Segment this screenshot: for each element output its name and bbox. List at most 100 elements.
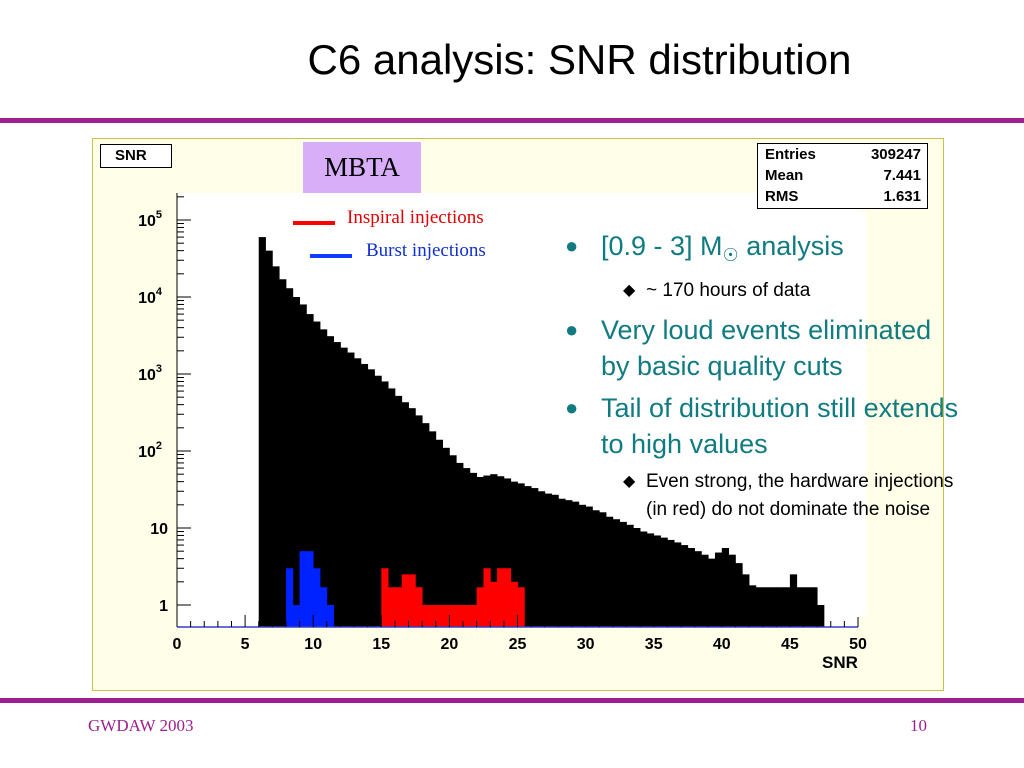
noise-bar: [776, 587, 784, 627]
noise-bar: [606, 516, 614, 627]
noise-bar: [401, 402, 409, 627]
mbta-label: MBTA: [303, 142, 421, 193]
x-tick-label: 30: [577, 636, 595, 653]
y-tick-label: 104: [138, 286, 163, 307]
histogram-title-box: SNR: [100, 144, 172, 168]
noise-bar: [565, 500, 573, 627]
noise-bar: [333, 342, 341, 627]
noise-bar: [285, 288, 294, 627]
bullet-list: ● [0.9 - 3] M☉ analysis ◆ ~ 170 hours of…: [565, 228, 960, 524]
noise-bar: [292, 297, 300, 627]
noise-bar: [497, 476, 505, 627]
stats-row-rms: RMS 1.631: [758, 186, 927, 207]
text-backdrop: [850, 212, 866, 617]
x-tick-label: 20: [441, 636, 459, 653]
legend-burst-swatch: [310, 254, 352, 258]
inspiral-bar: [510, 581, 518, 627]
noise-bar: [347, 352, 355, 627]
x-tick-label: 10: [304, 636, 322, 653]
noise-bar: [374, 375, 382, 627]
bullet-subitem-1: ◆ ~ 170 hours of data: [565, 277, 960, 305]
noise-bar: [476, 476, 484, 627]
noise-bar: [769, 587, 777, 627]
noise-bar: [680, 545, 689, 627]
x-tick-label: 25: [509, 636, 527, 653]
noise-bar: [551, 494, 559, 627]
noise-bar: [510, 481, 518, 627]
noise-bar: [789, 574, 798, 627]
noise-bar: [537, 491, 546, 627]
noise-bar: [817, 605, 825, 627]
noise-bar: [755, 587, 764, 627]
bullet-item-3-text: Tail of distribution still extends to hi…: [601, 393, 959, 459]
burst-bar: [313, 568, 321, 627]
noise-bar: [714, 552, 723, 627]
bullet-dot-icon: ●: [565, 233, 579, 258]
noise-bar: [742, 574, 750, 627]
noise-bar: [640, 531, 648, 627]
inspiral-bar: [490, 581, 498, 627]
noise-bar: [687, 547, 695, 627]
inspiral-bar: [401, 574, 409, 627]
noise-bar: [381, 381, 389, 627]
noise-bar: [558, 498, 566, 627]
noise-bar: [394, 395, 403, 627]
y-tick-label: 105: [138, 209, 162, 230]
x-axis-title: SNR: [822, 653, 858, 672]
noise-bar: [313, 321, 321, 627]
x-tick-label: 15: [372, 636, 390, 653]
footer-page-number: 10: [910, 716, 927, 735]
noise-bar: [435, 439, 443, 627]
stats-mean-label: Mean: [765, 167, 804, 184]
noise-bar: [442, 447, 450, 627]
noise-bar: [354, 358, 362, 627]
bullet-subitem-2: ◆ Even strong, the hardware injections (…: [565, 468, 960, 524]
noise-bar: [728, 554, 736, 627]
inspiral-bar: [449, 605, 457, 627]
inspiral-bar: [469, 605, 478, 627]
noise-bar: [279, 279, 287, 627]
noise-bar: [708, 558, 716, 627]
noise-bar: [653, 535, 661, 627]
noise-bar: [531, 488, 539, 627]
inspiral-bar: [463, 605, 471, 627]
noise-bar: [265, 250, 273, 627]
solar-mass-symbol: ☉: [722, 245, 739, 265]
stats-rms-value: 1.631: [883, 188, 921, 205]
inspiral-bar: [381, 568, 389, 627]
inspiral-bar: [422, 605, 430, 627]
bullet-subitem-1-text: ~ 170 hours of data: [646, 280, 811, 301]
noise-bar: [660, 537, 668, 627]
noise-bar: [340, 347, 348, 627]
stats-mean-value: 7.441: [883, 167, 921, 184]
inspiral-bar: [408, 574, 416, 627]
noise-bar: [320, 329, 328, 627]
bullet-dot-icon: ●: [565, 395, 579, 420]
x-tick-label: 35: [645, 636, 663, 653]
inspiral-bar: [415, 587, 423, 627]
noise-bar: [810, 587, 818, 627]
noise-bar: [415, 415, 423, 627]
inspiral-bar: [497, 568, 505, 627]
noise-bar: [490, 474, 498, 627]
burst-bar: [320, 587, 328, 627]
noise-bar: [674, 542, 682, 627]
noise-bar: [619, 521, 627, 627]
slide-title: C6 analysis: SNR distribution: [307, 36, 852, 83]
inspiral-bar: [517, 587, 525, 627]
noise-bar: [422, 423, 430, 627]
noise-bar: [483, 475, 491, 627]
inspiral-bar: [456, 605, 464, 627]
noise-bar: [599, 512, 607, 627]
noise-bar: [646, 533, 655, 627]
y-tick-label: 103: [138, 363, 162, 384]
bullet-subitem-2-text: Even strong, the hardware injections (in…: [646, 471, 954, 520]
noise-bar: [326, 336, 335, 627]
noise-bar: [544, 493, 552, 627]
noise-bar: [524, 486, 532, 627]
footer-event: GWDAW 2003: [88, 716, 194, 735]
diamond-bullet-icon: ◆: [623, 473, 636, 490]
noise-bar: [517, 483, 525, 627]
noise-bar: [783, 587, 791, 627]
